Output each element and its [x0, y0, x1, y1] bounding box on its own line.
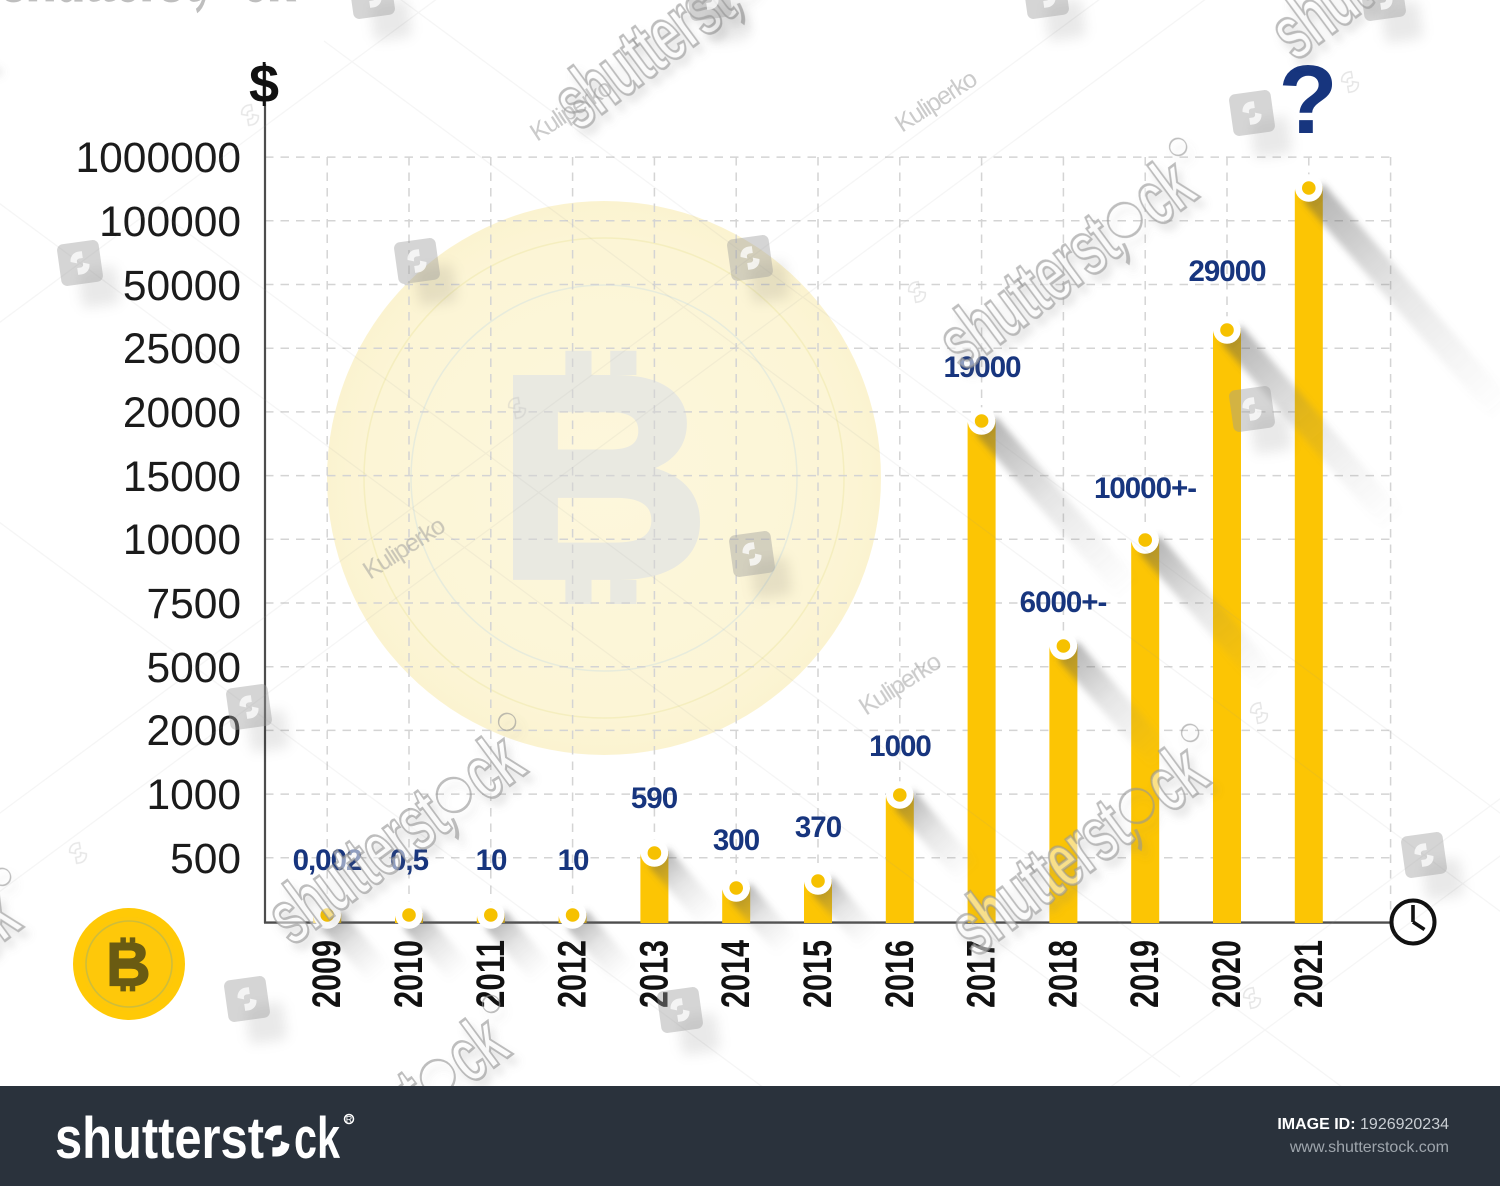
svg-text:1000000: 1000000 [76, 135, 241, 182]
svg-text:R: R [346, 1115, 353, 1125]
svg-text:6000+-: 6000+- [1020, 586, 1107, 619]
svg-text:2011: 2011 [469, 940, 513, 1008]
svg-text:10000+-: 10000+- [1094, 472, 1196, 505]
svg-text:2021: 2021 [1287, 940, 1331, 1008]
svg-text:500: 500 [170, 836, 241, 883]
svg-text:370: 370 [795, 811, 842, 844]
svg-text:300: 300 [713, 824, 760, 857]
svg-text:10000: 10000 [123, 517, 241, 564]
svg-text:15000: 15000 [123, 454, 241, 501]
svg-text:2016: 2016 [878, 940, 922, 1008]
svg-text:2000: 2000 [146, 708, 241, 755]
svg-text:ck: ck [241, 0, 295, 17]
svg-text:IMAGE ID: 1926920234: IMAGE ID: 1926920234 [1277, 1116, 1449, 1133]
svg-text:10: 10 [558, 844, 589, 877]
svg-text:2012: 2012 [551, 940, 595, 1008]
svg-text:590: 590 [631, 782, 678, 815]
svg-text:2014: 2014 [714, 939, 758, 1008]
svg-text:ck: ck [294, 1106, 341, 1171]
svg-text:shutterst: shutterst [0, 0, 200, 17]
svg-text:10: 10 [476, 844, 507, 877]
svg-text:shutterst: shutterst [55, 1106, 264, 1171]
svg-text:50000: 50000 [123, 263, 241, 310]
svg-text:25000: 25000 [123, 326, 241, 373]
svg-text:5000: 5000 [146, 645, 241, 692]
svg-text:20000: 20000 [123, 390, 241, 437]
svg-text:100000: 100000 [99, 199, 241, 246]
svg-text:www.shutterstock.com: www.shutterstock.com [1289, 1139, 1449, 1156]
svg-text:7500: 7500 [146, 581, 241, 628]
svg-text:2020: 2020 [1205, 940, 1249, 1008]
svg-text:2019: 2019 [1123, 940, 1167, 1008]
svg-text:1000: 1000 [869, 730, 931, 763]
svg-text:$: $ [249, 54, 279, 114]
svg-text:1000: 1000 [146, 772, 241, 819]
svg-text:2015: 2015 [796, 940, 840, 1008]
svg-text:29000: 29000 [1188, 255, 1266, 288]
svg-text:2010: 2010 [387, 940, 431, 1008]
svg-text:2018: 2018 [1041, 940, 1085, 1008]
